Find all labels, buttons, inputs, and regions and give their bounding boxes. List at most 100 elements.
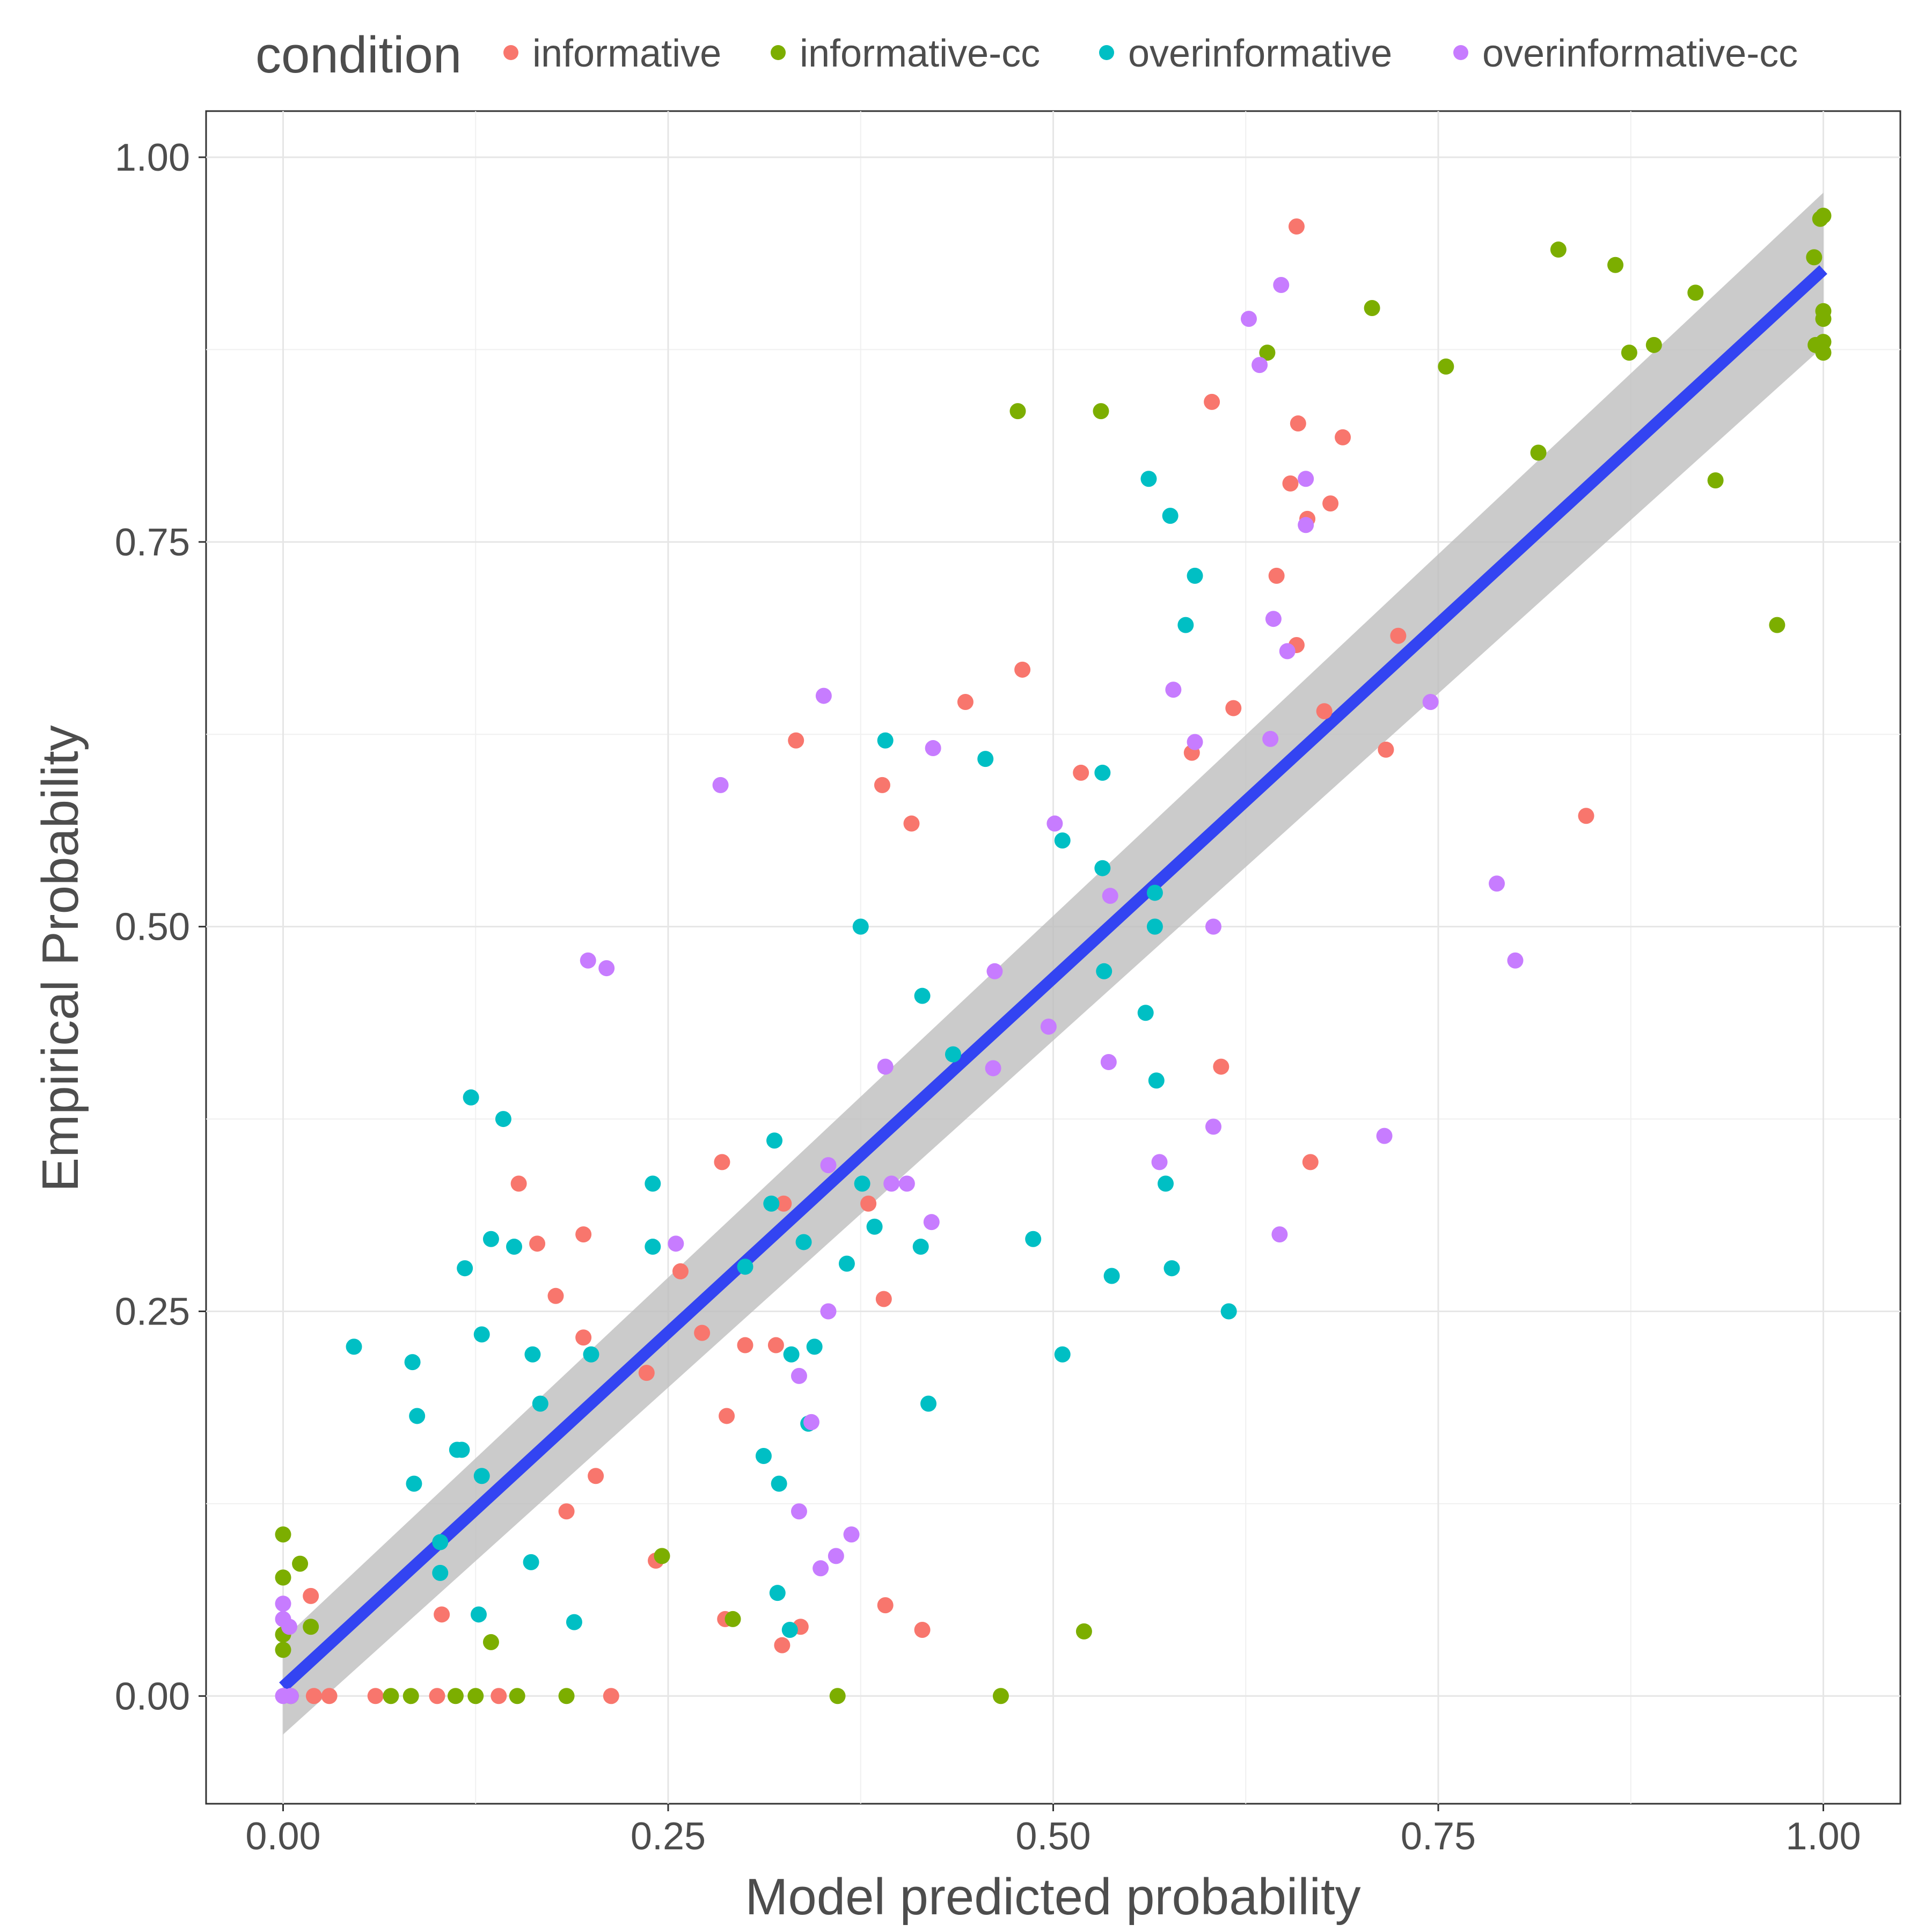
x-axis-title: Model predicted probability [745,1868,1360,1926]
point-overinformative [737,1258,753,1275]
point-informative [903,815,920,832]
point-overinformative-cc [1205,1118,1221,1135]
point-informative [719,1408,735,1424]
confidence-band-group [283,192,1824,1735]
point-informative-cc [303,1619,319,1635]
point-informative-cc [558,1688,575,1704]
point-overinformative-cc [1489,875,1505,892]
point-overinformative [409,1408,426,1424]
point-overinformative [795,1234,812,1250]
point-informative [875,1291,892,1307]
point-informative [914,1621,931,1638]
y-tick-label: 0.50 [115,906,190,949]
point-overinformative-cc [815,687,832,704]
y-tick-label: 0.00 [115,1675,190,1718]
point-informative-cc [1806,249,1823,266]
point-overinformative [1148,1072,1165,1089]
point-informative-cc [654,1548,670,1564]
point-overinformative [453,1441,470,1458]
point-informative [737,1337,753,1353]
point-overinformative-cc [1298,517,1314,533]
point-overinformative [766,1132,783,1149]
point-overinformative [523,1554,539,1570]
legend-key-informative-cc [771,45,786,60]
point-overinformative [1140,471,1157,487]
x-tick-label: 0.50 [1015,1815,1091,1858]
point-informative [1268,567,1285,584]
data-points [275,207,1832,1704]
point-informative [638,1365,655,1381]
x-tick-label: 0.25 [631,1815,706,1858]
point-overinformative [495,1111,511,1128]
point-overinformative [1054,1346,1071,1363]
point-overinformative-cc [1262,730,1279,747]
point-overinformative [1177,617,1194,633]
legend-title: condition [255,26,462,84]
fit-line [279,265,1827,1692]
series-overinformative-cc [275,277,1524,1704]
point-overinformative-cc [1265,611,1282,627]
point-informative-cc [1607,257,1624,273]
point-informative [429,1688,445,1704]
point-overinformative-cc [883,1175,900,1192]
point-informative-cc [1812,210,1828,227]
point-overinformative [473,1468,490,1484]
legend-label-overinformative: overinformative [1128,32,1392,75]
point-informative-cc [992,1688,1009,1704]
x-tick-label: 0.75 [1401,1815,1476,1858]
point-informative [1204,393,1220,410]
point-overinformative [769,1585,786,1601]
point-overinformative-cc [898,1175,915,1192]
point-informative [1213,1058,1230,1075]
point-overinformative-cc [668,1235,684,1252]
point-informative [767,1337,784,1353]
point-informative [1322,495,1339,512]
point-informative [1225,700,1242,716]
point-overinformative [1094,764,1111,781]
point-informative-cc [1815,345,1832,361]
point-overinformative [1137,1005,1154,1021]
point-informative [694,1324,711,1341]
point-overinformative [806,1338,823,1355]
point-informative [1073,764,1089,781]
point-informative-cc [829,1688,846,1704]
point-overinformative [1025,1231,1042,1247]
point-overinformative-cc [820,1303,837,1320]
point-overinformative [763,1195,780,1212]
point-overinformative-cc [1151,1154,1168,1170]
point-overinformative-cc [1240,311,1257,327]
series-overinformative [346,471,1237,1638]
point-overinformative-cc [986,963,1003,979]
point-informative [510,1175,527,1192]
point-informative [1288,218,1305,235]
point-overinformative-cc [985,1060,1001,1077]
point-informative-cc [1009,403,1026,420]
point-overinformative [432,1564,449,1581]
legend-key-informative [503,45,518,60]
point-informative [1390,627,1407,644]
point-overinformative [783,1346,800,1363]
point-informative-cc [1075,1623,1092,1640]
y-tick-label: 1.00 [115,136,190,179]
point-informative [367,1688,384,1704]
point-informative-cc [1707,472,1724,489]
point-overinformative-cc [1205,918,1221,935]
point-informative [1316,703,1333,720]
point-overinformative [1163,1260,1180,1277]
point-informative-cc [275,1526,291,1543]
point-overinformative-cc [712,777,729,793]
point-informative-cc [275,1569,291,1586]
point-overinformative-cc [598,960,615,977]
point-overinformative [1054,832,1071,849]
point-informative [1335,429,1351,445]
point-overinformative [524,1346,541,1363]
point-overinformative-cc [275,1596,291,1612]
point-informative [305,1688,322,1704]
point-informative-cc [1815,311,1832,327]
point-overinformative-cc [820,1157,837,1174]
point-overinformative-cc [1252,357,1268,374]
point-overinformative-cc [281,1619,297,1635]
point-overinformative-cc [1422,694,1439,711]
y-tick-label: 0.75 [115,521,190,564]
point-overinformative [482,1231,499,1247]
